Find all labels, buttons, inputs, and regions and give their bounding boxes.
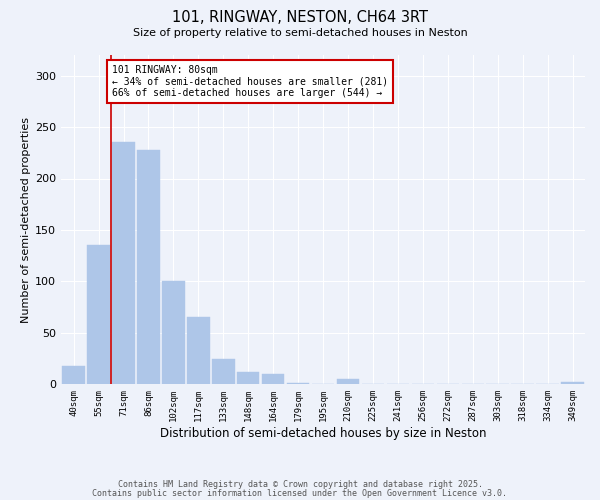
- Bar: [88, 246, 110, 384]
- Bar: [562, 382, 584, 384]
- Bar: [62, 366, 85, 384]
- Bar: [212, 358, 235, 384]
- Text: Contains public sector information licensed under the Open Government Licence v3: Contains public sector information licen…: [92, 489, 508, 498]
- Bar: [187, 318, 209, 384]
- Text: Contains HM Land Registry data © Crown copyright and database right 2025.: Contains HM Land Registry data © Crown c…: [118, 480, 482, 489]
- X-axis label: Distribution of semi-detached houses by size in Neston: Distribution of semi-detached houses by …: [160, 427, 487, 440]
- Bar: [337, 379, 359, 384]
- Text: 101, RINGWAY, NESTON, CH64 3RT: 101, RINGWAY, NESTON, CH64 3RT: [172, 10, 428, 25]
- Bar: [262, 374, 284, 384]
- Bar: [162, 282, 185, 385]
- Text: 101 RINGWAY: 80sqm
← 34% of semi-detached houses are smaller (281)
66% of semi-d: 101 RINGWAY: 80sqm ← 34% of semi-detache…: [112, 66, 388, 98]
- Bar: [112, 142, 135, 384]
- Bar: [137, 150, 160, 384]
- Bar: [237, 372, 259, 384]
- Text: Size of property relative to semi-detached houses in Neston: Size of property relative to semi-detach…: [133, 28, 467, 38]
- Y-axis label: Number of semi-detached properties: Number of semi-detached properties: [21, 116, 31, 322]
